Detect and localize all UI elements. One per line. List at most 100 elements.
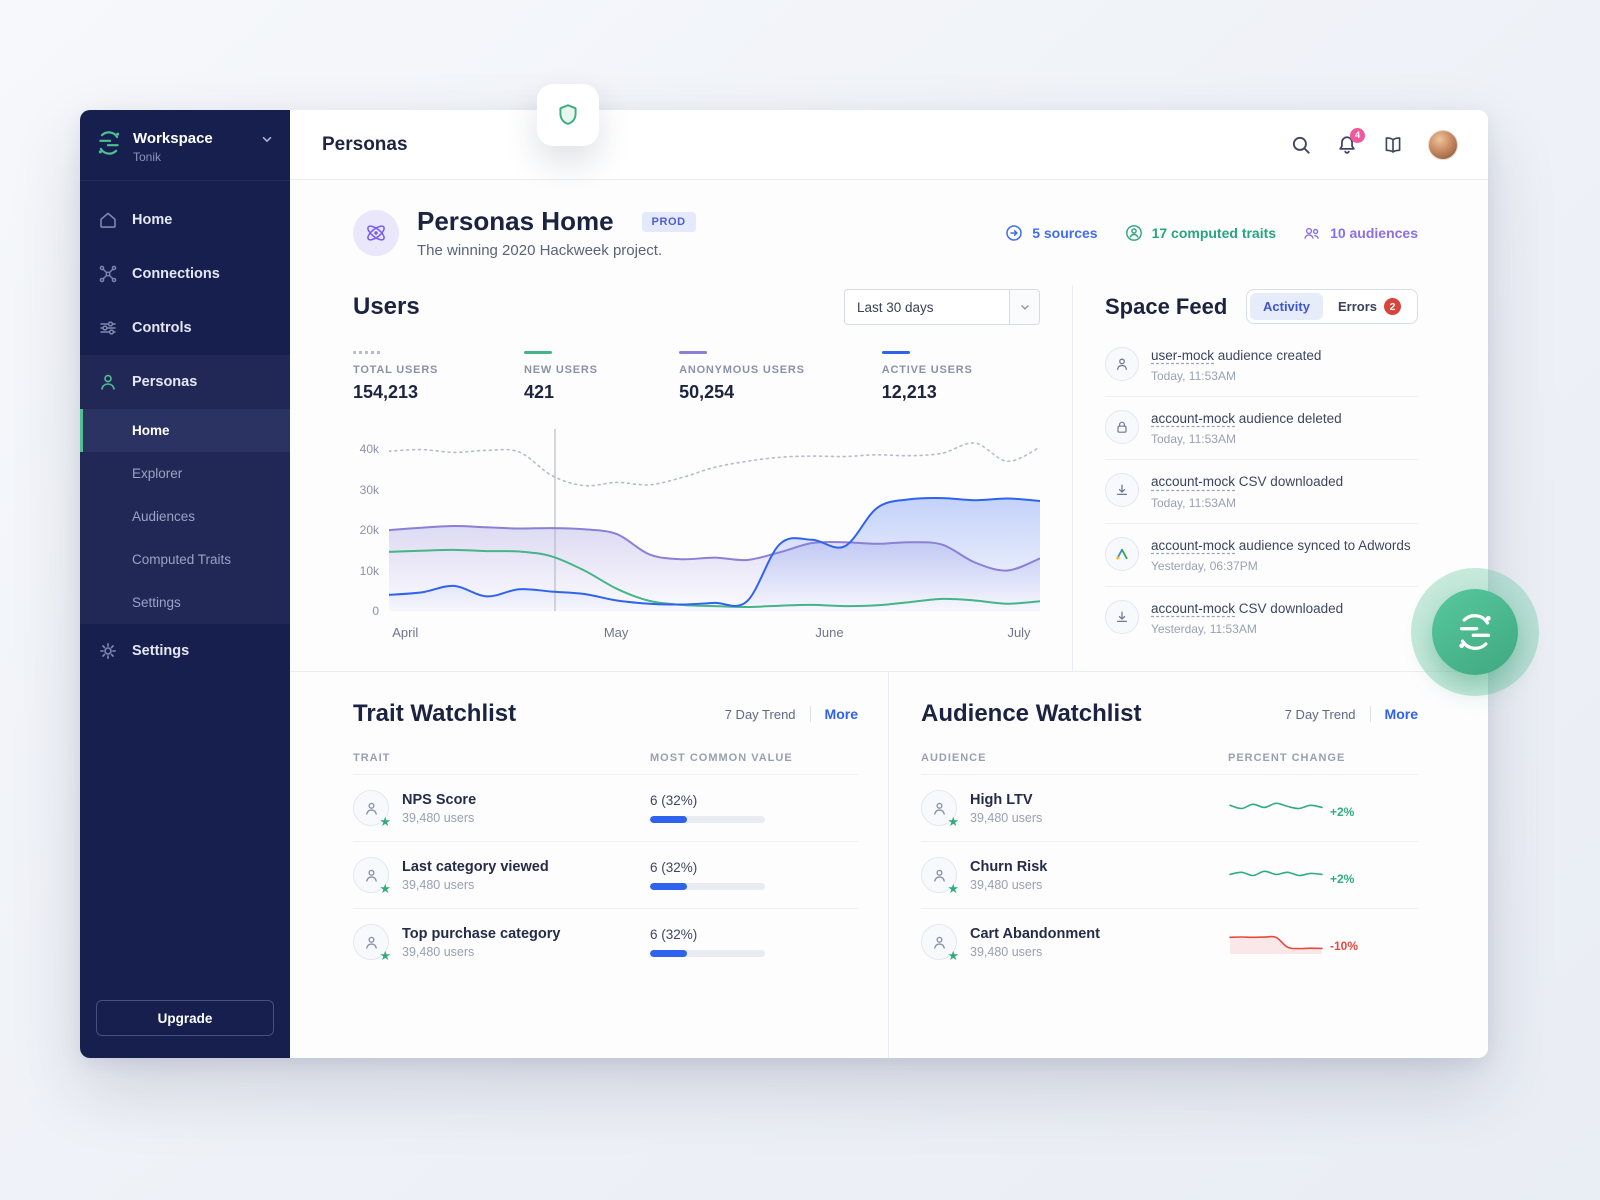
feed-timestamp: Yesterday, 11:53AM <box>1151 622 1257 637</box>
trait-row[interactable]: ★ Top purchase category 39,480 users 6 (… <box>353 909 858 975</box>
star-icon: ★ <box>947 814 959 829</box>
gear-icon <box>98 641 118 661</box>
star-icon: ★ <box>379 881 391 896</box>
sources-icon <box>1004 223 1024 243</box>
sidebar-personas-group: Personas Home Explorer Audiences Compute… <box>80 355 290 624</box>
star-icon: ★ <box>947 881 959 896</box>
audience-user-icon: ★ <box>921 924 959 963</box>
date-range-select[interactable]: Last 30 days <box>844 289 1040 325</box>
sidebar-item-personas[interactable]: Personas <box>80 355 290 409</box>
header-stats: 5 sources 17 computed traits <box>1004 223 1418 243</box>
book-icon <box>1385 136 1401 153</box>
search-icon[interactable] <box>1290 134 1312 156</box>
stat-sources[interactable]: 5 sources <box>1004 223 1098 243</box>
sidebar-subitem-home[interactable]: Home <box>80 409 290 452</box>
feed-timestamp: Today, 11:53AM <box>1151 432 1236 447</box>
feed-link[interactable]: account-mock <box>1151 537 1236 553</box>
x-tick-label: April <box>392 625 419 640</box>
trend-sparkline <box>1229 802 1323 810</box>
users-chart[interactable] <box>389 425 1040 615</box>
sidebar-item-label: Home <box>132 212 173 228</box>
content: Personas Home PROD The winning 2020 Hack… <box>290 180 1488 1058</box>
topbar: Personas 4 <box>290 110 1488 180</box>
sidebar-item-label: Settings <box>132 643 190 659</box>
common-value: 6 (32%) <box>650 860 698 875</box>
notifications-button[interactable]: 4 <box>1336 127 1365 156</box>
star-icon: ★ <box>947 948 959 963</box>
tab-activity[interactable]: Activity <box>1250 293 1323 320</box>
chart-legend: TOTAL USERS 154,213 NEW USERS 421 ANONYM… <box>353 351 1040 403</box>
upgrade-button[interactable]: Upgrade <box>96 1000 274 1036</box>
sidebar-nav: Home Connections <box>80 193 290 678</box>
stat-audiences[interactable]: 10 audiences <box>1302 223 1418 243</box>
audience-table-header: AUDIENCE PERCENT CHANGE <box>921 752 1418 775</box>
chart-y-axis: 40k 30k 20k 10k 0 <box>353 425 389 618</box>
percent-change: -10% <box>1330 939 1359 953</box>
workspace-switcher[interactable]: Workspace Tonik <box>80 110 290 181</box>
feed-link[interactable]: user-mock <box>1151 348 1215 363</box>
feed-link[interactable]: account-mock <box>1151 600 1236 616</box>
stat-computed-traits[interactable]: 17 computed traits <box>1124 223 1276 243</box>
page-title: Personas Home <box>417 206 614 236</box>
app-window: Workspace Tonik Home <box>80 110 1488 1058</box>
percent-change: +2% <box>1330 872 1355 886</box>
common-value: 6 (32%) <box>650 793 698 808</box>
feed-tabs: Activity Errors 2 <box>1246 289 1418 324</box>
audience-user-icon: ★ <box>921 790 959 829</box>
users-section: Users Last 30 days TOTAL U <box>290 285 1073 671</box>
docs-button[interactable] <box>1382 134 1404 156</box>
common-value: 6 (32%) <box>650 927 698 942</box>
star-icon: ★ <box>379 948 391 963</box>
sidebar-subitem-audiences[interactable]: Audiences <box>132 509 196 524</box>
sidebar-subitem-settings[interactable]: Settings <box>132 595 181 610</box>
sidebar-subitem-explorer[interactable]: Explorer <box>132 466 183 481</box>
divider <box>809 706 811 722</box>
audiences-icon <box>1302 223 1322 243</box>
page-subtitle: The winning 2020 Hackweek project. <box>417 242 663 259</box>
trend-label: 7 Day Trend <box>1284 706 1356 722</box>
sidebar-item-home[interactable]: Home <box>80 193 290 247</box>
feed-item[interactable]: account-mock audience deleted Today, 11:… <box>1105 397 1418 461</box>
sidebar-item-controls[interactable]: Controls <box>80 301 290 355</box>
feed-link[interactable]: account-mock <box>1151 411 1236 427</box>
feed-timestamp: Today, 11:53AM <box>1151 495 1236 510</box>
feed-item[interactable]: account-mock CSV downloaded Yesterday, 1… <box>1105 587 1418 649</box>
value-progress <box>650 950 765 957</box>
feed-item[interactable]: account-mock CSV downloaded Today, 11:53… <box>1105 460 1418 524</box>
notification-badge: 4 <box>1350 127 1365 143</box>
legend-swatch <box>353 351 381 354</box>
feed-link[interactable]: account-mock <box>1151 474 1236 490</box>
date-range-value: Last 30 days <box>857 299 934 315</box>
audience-row[interactable]: ★ Churn Risk 39,480 users +2% <box>921 842 1418 909</box>
star-icon: ★ <box>379 814 391 829</box>
trait-more-link[interactable]: More <box>824 706 858 722</box>
audience-watchlist-section: Audience Watchlist 7 Day Trend More AUDI… <box>889 672 1488 1058</box>
audience-row[interactable]: ★ Cart Abandonment 39,480 users -10% <box>921 909 1418 975</box>
audience-row[interactable]: ★ High LTV 39,480 users +2% <box>921 775 1418 842</box>
segment-launcher-button[interactable] <box>1411 568 1539 696</box>
shield-badge-card <box>537 84 599 146</box>
value-progress <box>650 816 765 823</box>
feed-item[interactable]: account-mock audience synced to Adwords … <box>1105 524 1418 587</box>
page-header: Personas Home PROD The winning 2020 Hack… <box>290 180 1488 285</box>
sidebar-item-connections[interactable]: Connections <box>80 247 290 301</box>
feed-list: user-mock audience created Today, 11:53A… <box>1105 334 1418 649</box>
avatar[interactable] <box>1428 129 1458 160</box>
trait-row[interactable]: ★ NPS Score 39,480 users 6 (32%) <box>353 775 858 842</box>
chevron-down-icon <box>260 132 274 146</box>
space-atom-icon <box>353 209 399 256</box>
trait-table-header: TRAIT MOST COMMON VALUE <box>353 752 858 775</box>
sidebar-item-settings[interactable]: Settings <box>80 624 290 678</box>
trait-row[interactable]: ★ Last category viewed 39,480 users 6 (3… <box>353 842 858 909</box>
main-area: Personas 4 <box>290 110 1488 1058</box>
home-icon <box>98 210 118 230</box>
segment-logo-icon <box>96 130 122 156</box>
prod-badge: PROD <box>641 211 696 232</box>
workspace-label: Workspace <box>133 130 213 147</box>
topbar-title: Personas <box>322 133 408 155</box>
tab-errors[interactable]: Errors 2 <box>1325 293 1414 320</box>
audience-more-link[interactable]: More <box>1384 706 1418 722</box>
feed-item[interactable]: user-mock audience created Today, 11:53A… <box>1105 334 1418 398</box>
sidebar-subitem-computed-traits[interactable]: Computed Traits <box>132 552 232 567</box>
